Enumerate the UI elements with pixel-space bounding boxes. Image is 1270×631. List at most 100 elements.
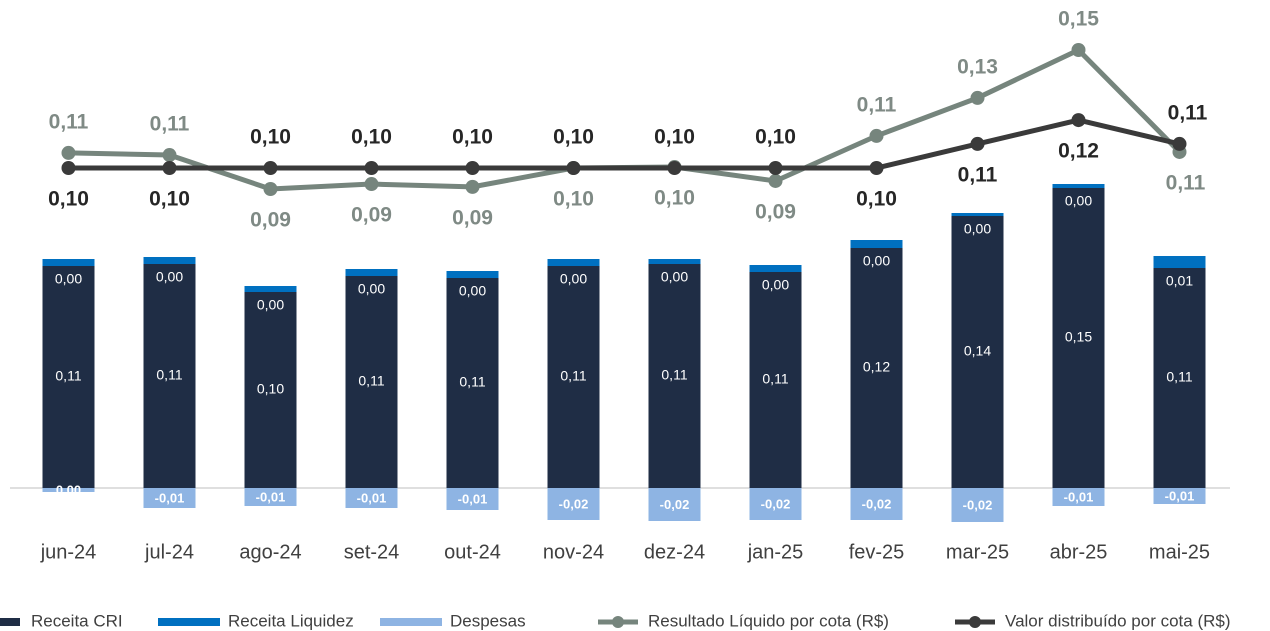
bar — [143, 257, 196, 264]
bar — [244, 292, 297, 488]
line-label: 0,12 — [1058, 140, 1099, 163]
x-tick-label: mai-25 — [1149, 541, 1210, 563]
bar-label: -0,02 — [761, 496, 791, 511]
bar-label: 0,01 — [1166, 273, 1193, 289]
line-label: 0,09 — [755, 201, 796, 224]
line-point — [970, 90, 985, 105]
line-label: 0,10 — [654, 126, 695, 149]
bar-label: 0,15 — [1065, 329, 1092, 345]
line-label: 0,11 — [49, 110, 89, 133]
line-point — [162, 148, 177, 163]
x-tick-label: nov-24 — [543, 541, 604, 563]
bar-label: 0,00 — [55, 271, 82, 287]
x-tick-label: set-24 — [344, 541, 400, 563]
line-label: 0,13 — [957, 55, 998, 78]
bar-label: -0,01 — [357, 490, 387, 505]
bar — [244, 488, 297, 506]
line-point — [61, 161, 76, 175]
legend-label: Valor distribuído por cota (R$) — [1005, 611, 1231, 630]
line-label: 0,10 — [553, 126, 594, 149]
x-tick-label: jul-24 — [144, 541, 194, 563]
bar-label: 0,00 — [560, 271, 587, 287]
x-tick-label: abr-25 — [1050, 541, 1108, 563]
bar — [1052, 188, 1105, 488]
legend-swatch — [158, 618, 220, 626]
line-point — [364, 177, 379, 192]
line-point — [970, 136, 985, 151]
line-point — [566, 161, 581, 175]
bar-label: 0,00 — [762, 277, 789, 293]
line-point — [61, 145, 76, 160]
bar-label: 0,11 — [762, 371, 788, 387]
bar-label: -0,02 — [559, 496, 589, 511]
bar-label: 0,00 — [459, 283, 486, 299]
bar — [446, 488, 499, 510]
line-point — [869, 128, 884, 143]
line-point — [869, 161, 884, 175]
line-label: 0,09 — [452, 206, 493, 229]
legend-swatch — [380, 618, 442, 626]
line-label: 0,11 — [857, 93, 897, 116]
bar — [547, 259, 600, 266]
bar — [951, 213, 1004, 216]
bar — [648, 264, 701, 488]
line-label: 0,11 — [150, 113, 190, 136]
bar-label: 0,00 — [964, 221, 991, 237]
bar — [547, 488, 600, 520]
line-point — [364, 161, 379, 175]
bar — [547, 266, 600, 488]
bar-label: 0,00 — [358, 281, 385, 297]
bar — [1052, 488, 1105, 506]
line-point — [667, 161, 682, 175]
line-label: 0,10 — [654, 187, 695, 210]
bar-label: 0,00 — [863, 253, 890, 269]
bar — [143, 488, 196, 508]
line-point — [465, 179, 480, 194]
x-tick-label: fev-25 — [849, 541, 905, 563]
line-point — [768, 161, 783, 175]
legend-label: Despesas — [450, 611, 526, 630]
line-label: 0,10 — [755, 126, 796, 149]
line-label: 0,10 — [351, 126, 392, 149]
bar — [42, 259, 95, 266]
bar — [345, 269, 398, 276]
bar-label: 0,11 — [661, 367, 687, 383]
bar — [446, 271, 499, 278]
x-tick-label: ago-24 — [239, 541, 301, 563]
line-label: 0,11 — [958, 163, 998, 186]
line-label: 0,11 — [1168, 101, 1208, 124]
bar — [42, 266, 95, 488]
legend-marker — [969, 616, 981, 628]
bar-label: -0,02 — [963, 497, 993, 512]
bar-label: 0,11 — [358, 373, 384, 389]
x-tick-label: mar-25 — [946, 541, 1009, 563]
bar-label: -0,01 — [256, 489, 286, 504]
bar-label: 0,00 — [56, 482, 81, 497]
bar — [446, 278, 499, 488]
line-label: 0,15 — [1058, 8, 1099, 31]
line-point — [263, 182, 278, 197]
line — [68, 117, 1181, 171]
line-point — [162, 161, 177, 175]
line-label: 0,10 — [48, 188, 89, 211]
bar — [850, 488, 903, 520]
bar — [1153, 256, 1206, 268]
bar-label: 0,11 — [560, 368, 586, 384]
line-label: 0,10 — [553, 188, 594, 211]
bar — [143, 264, 196, 488]
line-point — [465, 161, 480, 175]
bar — [345, 276, 398, 488]
bar-label: 0,11 — [55, 368, 81, 384]
bar — [42, 488, 95, 492]
bar-label: -0,02 — [660, 497, 690, 512]
bar-label: 0,11 — [459, 374, 485, 390]
bar — [648, 488, 701, 521]
line-label: 0,10 — [149, 188, 190, 211]
bar-label: -0,02 — [862, 496, 892, 511]
bar — [648, 259, 701, 264]
legend-marker — [612, 616, 624, 628]
line-label: 0,10 — [250, 126, 291, 149]
bar — [1153, 268, 1206, 488]
